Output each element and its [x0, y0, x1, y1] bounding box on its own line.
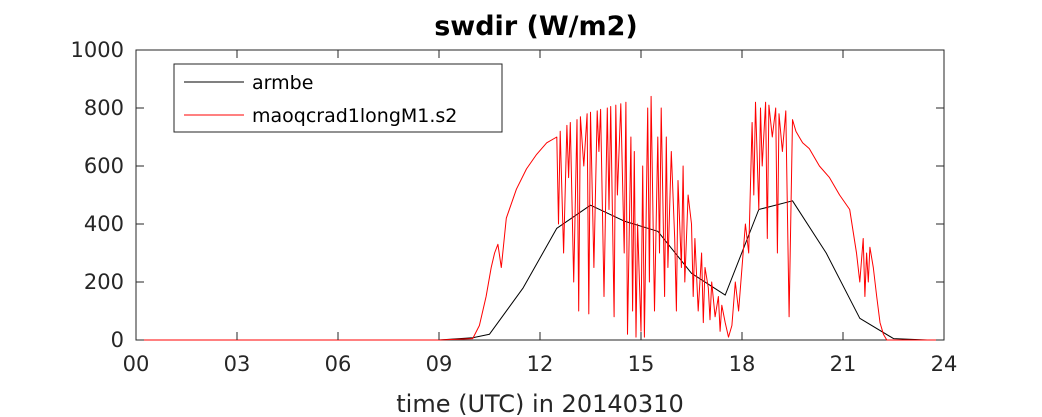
- y-tick-label: 400: [84, 212, 124, 236]
- y-axis: 0 200 400 600 800 1000: [71, 38, 944, 352]
- x-tick-label: 24: [931, 352, 958, 376]
- legend-label-1: maoqcrad1longM1.s2: [252, 105, 457, 127]
- x-axis-label: time (UTC) in 20140310: [396, 390, 683, 417]
- y-tick-label: 0: [111, 328, 124, 352]
- x-tick-label: 06: [325, 352, 352, 376]
- x-tick-label: 00: [123, 352, 150, 376]
- y-tick-label: 1000: [71, 38, 124, 62]
- x-tick-label: 03: [224, 352, 251, 376]
- x-tick-label: 09: [426, 352, 453, 376]
- x-tick-label: 21: [830, 352, 857, 376]
- legend-label-0: armbe: [252, 72, 313, 94]
- x-tick-label: 15: [628, 352, 655, 376]
- chart-title: swdir (W/m2): [434, 11, 638, 42]
- x-tick-label: 12: [527, 352, 554, 376]
- series-line-1: [136, 95, 944, 341]
- x-axis: 00 03 06 09 12 15 18 21 24: [123, 50, 958, 376]
- legend: armbe maoqcrad1longM1.s2: [173, 63, 503, 133]
- y-tick-label: 800: [84, 96, 124, 120]
- legend-box: [173, 63, 503, 133]
- y-tick-label: 600: [84, 154, 124, 178]
- x-tick-label: 18: [729, 352, 756, 376]
- y-tick-label: 200: [84, 270, 124, 294]
